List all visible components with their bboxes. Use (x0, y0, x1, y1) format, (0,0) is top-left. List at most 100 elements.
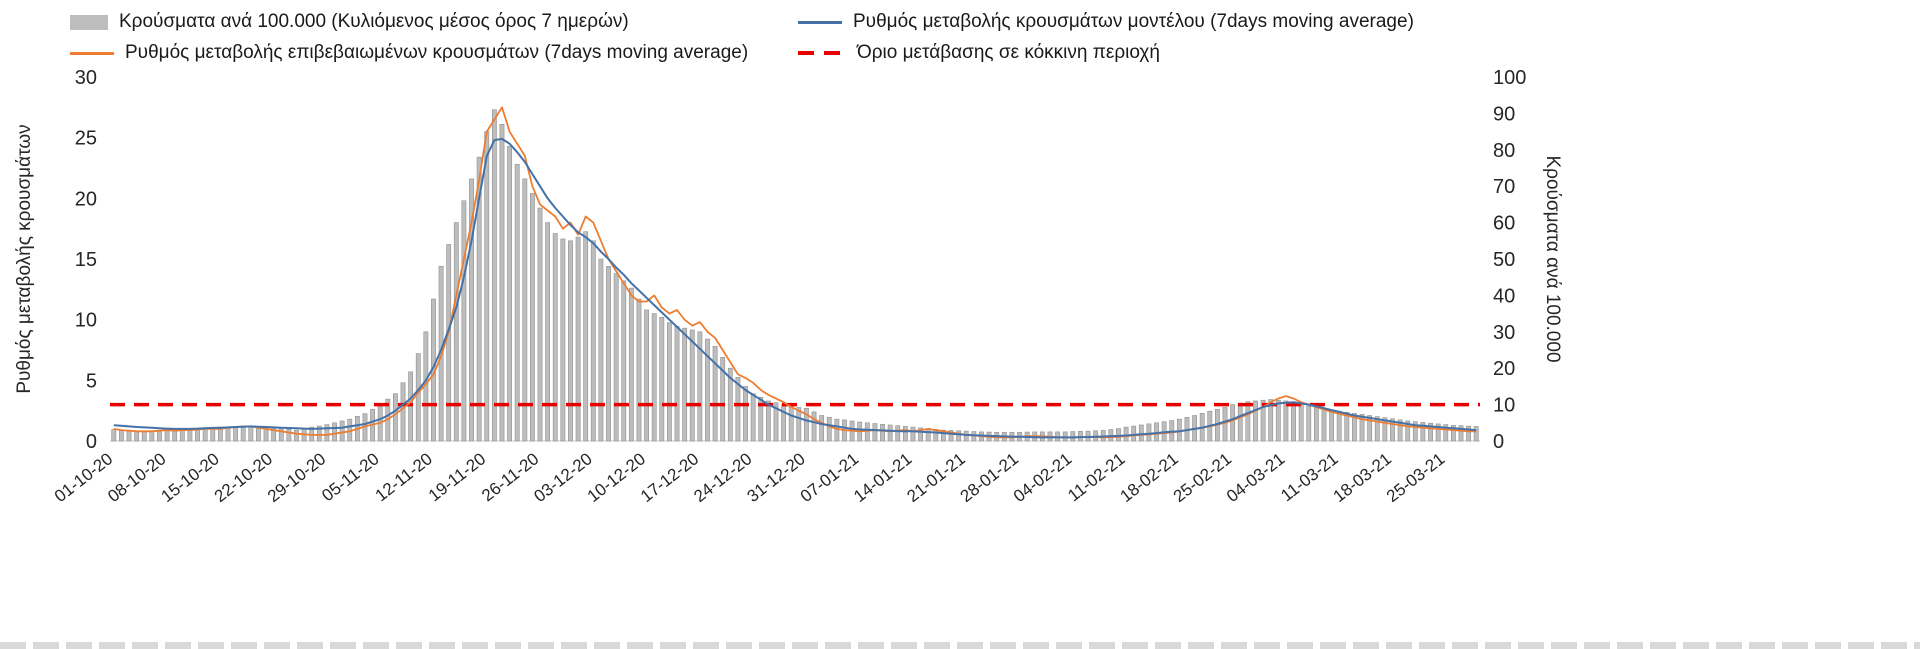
daily-bar (1268, 399, 1274, 442)
right-axis-title: Κρούσματα ανά 100.000 (1542, 155, 1563, 362)
x-axis-date-label: 19-11-20 (425, 449, 489, 505)
daily-bar (1329, 409, 1334, 442)
daily-bar (834, 418, 840, 442)
daily-bar (1283, 400, 1289, 442)
x-axis-date-label: 12-11-20 (372, 449, 436, 505)
x-axis-date-label: 28-01-21 (957, 449, 1022, 506)
daily-bar (164, 430, 170, 442)
daily-bar (1222, 407, 1228, 442)
daily-bar (1405, 420, 1411, 442)
daily-bar (1321, 408, 1327, 442)
right-axis-tick-label: 10 (1493, 395, 1515, 417)
daily-bar (408, 371, 414, 442)
x-axis-date-label: 24-12-20 (690, 449, 755, 506)
daily-bar (225, 426, 231, 442)
daily-bar (689, 329, 695, 442)
daily-bar (240, 426, 246, 442)
daily-bar (1359, 414, 1365, 442)
left-axis-tick-label: 30 (75, 67, 97, 89)
x-axis-date-label: 11-03-21 (1277, 449, 1341, 505)
daily-bar (705, 338, 710, 442)
right-axis-tick-label: 50 (1493, 249, 1515, 271)
daily-bar (667, 322, 672, 442)
daily-bar (773, 402, 779, 442)
legend-label-model-rate: Ρυθμός μεταβολής κρουσμάτων μοντέλου (7d… (853, 11, 1414, 32)
legend-item-red-threshold[interactable]: Όριο μετάβασης σε κόκκινη περιοχή (798, 40, 1160, 66)
daily-bar (674, 326, 680, 442)
daily-bar (469, 178, 474, 442)
x-axis-date-label: 17-12-20 (637, 449, 702, 506)
x-axis-date-label: 18-03-21 (1330, 449, 1395, 506)
daily-bar (339, 420, 345, 442)
daily-bar (1123, 426, 1129, 442)
daily-bar (1154, 422, 1159, 442)
daily-bar (415, 353, 421, 442)
daily-bar (941, 429, 946, 442)
daily-bar (1070, 431, 1076, 442)
red-dashed-swatch (798, 51, 846, 55)
daily-bar (1260, 399, 1266, 442)
x-axis-date-label: 14-01-21 (850, 449, 915, 506)
daily-bar (583, 231, 589, 442)
daily-bar (111, 429, 117, 442)
daily-bar (1390, 418, 1395, 442)
daily-bar (781, 404, 786, 442)
daily-bar (233, 426, 238, 442)
x-axis-date-label: 05-11-20 (318, 449, 382, 505)
legend-item-model-rate[interactable]: Ρυθμός μεταβολής κρουσμάτων μοντέλου (7d… (798, 9, 1414, 35)
daily-bar (1237, 402, 1243, 442)
daily-bar (887, 424, 893, 442)
daily-bar (141, 430, 147, 442)
x-axis-date-label: 08-10-20 (104, 449, 169, 506)
daily-bar (134, 431, 140, 442)
daily-bar (590, 240, 596, 442)
x-axis-date-label: 25-02-21 (1170, 449, 1235, 506)
daily-bar (895, 425, 901, 442)
daily-bar (1412, 421, 1418, 442)
bar-series-swatch (70, 14, 108, 30)
daily-bar (956, 430, 962, 442)
bars-series-cases-per-100k[interactable] (111, 109, 1479, 442)
daily-bar (796, 407, 802, 442)
left-axis-tick-label: 5 (86, 370, 97, 392)
daily-bar (126, 430, 132, 442)
left-axis-title: Ρυθμός μεταβολής κρουσμάτων (14, 124, 35, 393)
legend-item-cases-per-100k[interactable]: Κρούσματα ανά 100.000 (Κυλιόμενος μέσος … (70, 9, 629, 35)
x-axis-date-label: 04-03-21 (1223, 449, 1288, 506)
x-axis-date-label: 11-02-21 (1064, 449, 1128, 505)
daily-bar (286, 429, 292, 442)
daily-bar (826, 417, 832, 442)
x-axis-date-label: 18-02-21 (1117, 449, 1182, 506)
daily-bar (1344, 411, 1350, 442)
daily-bar (758, 397, 764, 442)
daily-bar (902, 426, 908, 442)
daily-bar (1146, 423, 1152, 442)
legend-label-cases-per-100k: Κρούσματα ανά 100.000 (Κυλιόμενος μέσος … (119, 11, 629, 32)
daily-bar (743, 386, 748, 442)
daily-bar (530, 193, 535, 442)
daily-bar (1443, 424, 1449, 442)
daily-bar (560, 238, 566, 442)
daily-bar (400, 382, 406, 442)
daily-bar (1466, 425, 1471, 442)
daily-bar (545, 222, 551, 442)
confirmed-cases-rate-line[interactable] (113, 106, 1477, 439)
model-rate-line[interactable] (113, 137, 1477, 439)
daily-bar (948, 430, 954, 442)
right-axis-tick-label: 30 (1493, 322, 1515, 344)
daily-bar (202, 427, 208, 442)
legend-label-red-threshold: Όριο μετάβασης σε κόκκινη περιοχή (857, 42, 1160, 63)
legend-item-confirmed-rate[interactable]: Ρυθμός μεταβολής επιβεβαιωμένων κρουσμάτ… (70, 40, 748, 66)
daily-bar (880, 423, 885, 442)
orange-line-swatch (70, 51, 114, 55)
blue-line-swatch (798, 20, 842, 24)
daily-bar (1435, 423, 1441, 442)
daily-bar (393, 393, 398, 442)
x-axis-date-label: 04-02-21 (1010, 449, 1075, 506)
daily-bar (256, 426, 261, 442)
daily-bar (537, 207, 543, 442)
x-axis-date-label: 01-10-20 (51, 449, 116, 506)
daily-bar (1352, 413, 1357, 442)
left-axis-tick-label: 10 (75, 310, 97, 332)
daily-bar (1291, 402, 1296, 442)
